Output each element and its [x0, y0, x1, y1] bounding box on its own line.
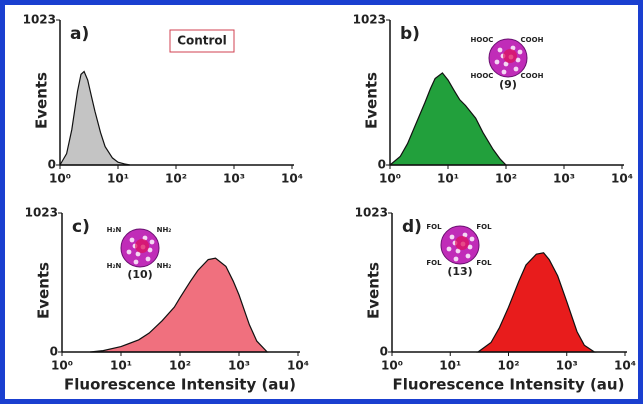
x-tick-label: 10²: [498, 359, 520, 373]
particle-dot: [467, 244, 473, 250]
particle-dot: [510, 45, 516, 51]
label-box: [169, 29, 235, 53]
group-label: NH₂: [157, 262, 172, 270]
x-tick-label: 10³: [556, 359, 578, 373]
particle-dot: [501, 69, 507, 75]
x-tick-label: 10¹: [439, 359, 461, 373]
group-label: HOOC: [471, 72, 494, 80]
group-label: HOOC: [471, 36, 494, 44]
particle-dot: [469, 236, 475, 242]
group-label: FOL: [476, 259, 492, 267]
particle-core: [135, 239, 149, 253]
histogram-area: [476, 252, 597, 353]
x-tick-label: 10¹: [437, 172, 459, 186]
group-label: FOL: [476, 223, 492, 231]
particle-dot: [462, 232, 468, 238]
particle-core: [503, 49, 517, 63]
y-tick-label: 1023: [23, 13, 56, 27]
particle-dot: [453, 256, 459, 262]
particle-dot: [497, 47, 503, 53]
group-label: H₂N: [107, 262, 122, 270]
particle-label: (9): [499, 78, 517, 91]
x-tick-label: 10⁴: [611, 172, 633, 186]
x-tick-label: 10¹: [107, 172, 129, 186]
group-label: NH₂: [157, 226, 172, 234]
x-tick-label: 10⁰: [381, 359, 403, 373]
particle-label: (13): [447, 265, 472, 278]
particle-dot: [465, 253, 471, 259]
panel-label: b): [400, 24, 420, 44]
particle-dot: [135, 251, 141, 257]
y-tick-label: 1023: [353, 13, 386, 27]
x-tick-label: 10²: [165, 172, 187, 186]
y-tick-label: 0: [378, 158, 386, 172]
histogram-area: [388, 72, 508, 166]
y-tick-label: 0: [380, 345, 388, 359]
y-tick-label: 0: [50, 345, 58, 359]
x-tick-label: 10⁴: [281, 172, 303, 186]
x-tick-label: 10³: [223, 172, 245, 186]
y-axis-label: Events: [365, 262, 383, 319]
y-axis-label: Events: [35, 262, 53, 319]
histogram-area: [58, 70, 130, 166]
particle-dot: [494, 59, 500, 65]
y-axis-label: Events: [33, 72, 51, 129]
x-tick-label: 10³: [228, 359, 250, 373]
particle-dot: [142, 235, 148, 241]
x-tick-label: 10²: [169, 359, 191, 373]
x-axis-label: Fluorescence Intensity (au): [64, 376, 296, 394]
y-axis-label: Events: [363, 72, 381, 129]
particle-dot: [149, 239, 155, 245]
panel-label: c): [72, 217, 90, 237]
panel-label: a): [70, 24, 89, 44]
x-tick-label: 10⁴: [287, 359, 309, 373]
x-tick-label: 10⁰: [49, 172, 71, 186]
group-label: H₂N: [107, 226, 122, 234]
histogram-area: [90, 257, 269, 353]
x-tick-label: 10²: [495, 172, 517, 186]
particle-dot: [446, 246, 452, 252]
particle-dot: [517, 49, 523, 55]
x-axis-label: Fluorescence Intensity (au): [393, 376, 625, 394]
particle-dot: [513, 66, 519, 72]
y-tick-label: 0: [48, 158, 56, 172]
particle-dot: [126, 249, 132, 255]
particle-dot: [133, 259, 139, 265]
particle-dot: [145, 256, 151, 262]
particle-label: (10): [127, 268, 152, 281]
group-label: FOL: [426, 259, 442, 267]
x-tick-label: 10⁰: [51, 359, 73, 373]
group-label: FOL: [426, 223, 442, 231]
x-tick-label: 10⁴: [614, 359, 636, 373]
x-tick-label: 10³: [553, 172, 575, 186]
group-label: COOH: [521, 72, 544, 80]
particle-core: [455, 236, 469, 250]
particle-dot: [147, 247, 153, 253]
group-label: COOH: [521, 36, 544, 44]
panel-label: d): [402, 217, 422, 237]
x-tick-label: 10¹: [110, 359, 132, 373]
y-tick-label: 1023: [355, 206, 388, 220]
x-tick-label: 10⁰: [379, 172, 401, 186]
particle-dot: [129, 237, 135, 243]
box-label: Control: [177, 34, 227, 48]
particle-dot: [449, 234, 455, 240]
particle-dot: [503, 61, 509, 67]
particle-dot: [455, 248, 461, 254]
y-tick-label: 1023: [25, 206, 58, 220]
particle-dot: [515, 57, 521, 63]
